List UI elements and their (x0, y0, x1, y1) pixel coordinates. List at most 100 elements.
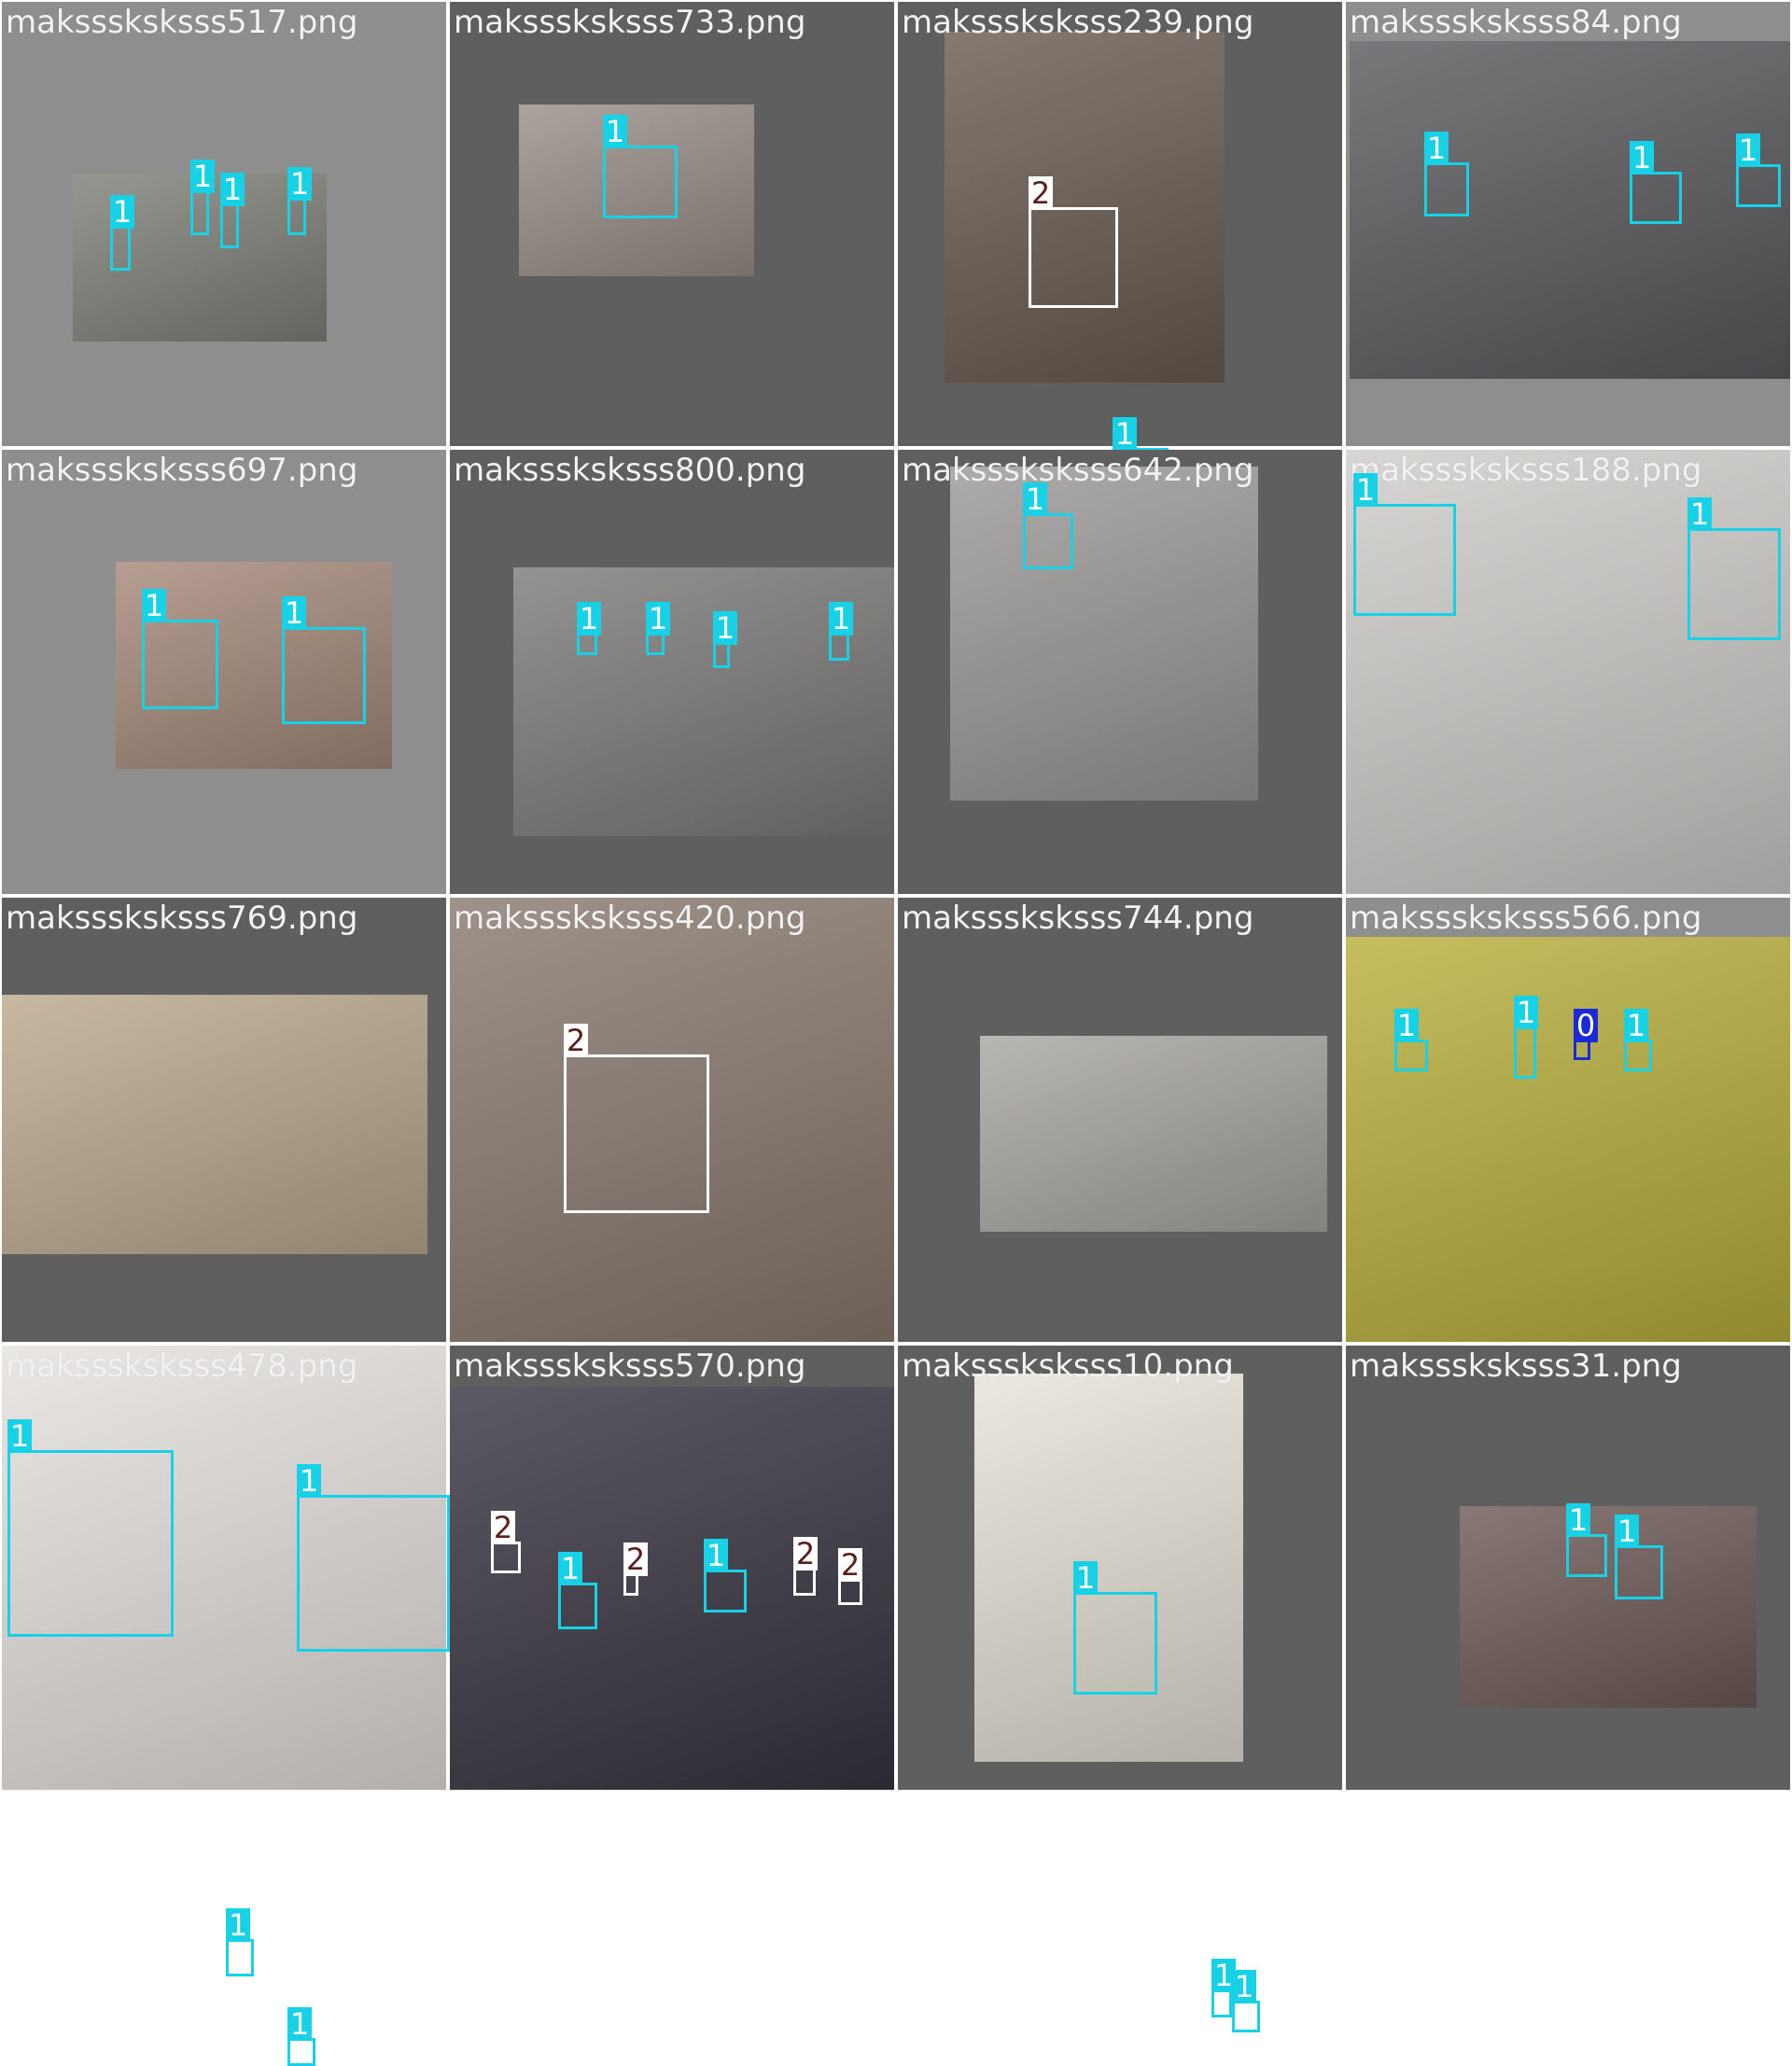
bounding-box[interactable]: 1 (829, 602, 853, 661)
image-tile[interactable]: maksssksksss566.png 1 1 0 1 (1346, 898, 1790, 1342)
bounding-box[interactable]: 1 (1630, 141, 1682, 224)
image-tile[interactable]: maksssksksss744.png 1 1 (898, 898, 1342, 2032)
bounding-box[interactable]: 1 (603, 115, 678, 218)
bounding-box[interactable]: 1 (287, 167, 312, 235)
image-tile[interactable]: maksssksksss478.png 1 1 (2, 1346, 450, 1790)
tile-background (898, 898, 1342, 1342)
class-label: 1 (577, 602, 601, 635)
tile-filename: maksssksksss31.png (1350, 1347, 1682, 1385)
tile-filename: maksssksksss517.png (6, 4, 358, 41)
bounding-box[interactable]: 1 (1624, 1009, 1652, 1071)
tile-filename: maksssksksss570.png (454, 1347, 806, 1385)
image-tile[interactable]: maksssksksss10.png 1 (898, 1346, 1342, 1790)
bounding-box[interactable]: 2 (564, 1024, 709, 1213)
bounding-box[interactable]: 2 (491, 1511, 521, 1573)
bounding-box[interactable]: 1 (1566, 1503, 1607, 1577)
bounding-box[interactable]: 1 (297, 1464, 450, 1652)
bounding-box[interactable]: 2 (1029, 176, 1118, 308)
class-label: 1 (558, 1552, 582, 1585)
class-label: 1 (1736, 133, 1760, 167)
tile-background (1346, 2, 1790, 446)
class-label: 1 (110, 195, 134, 229)
class-label: 1 (646, 602, 670, 635)
class-label: 1 (220, 173, 245, 206)
bounding-box[interactable]: 1 (1736, 133, 1781, 207)
image-tile[interactable]: maksssksksss188.png 1 1 (1346, 450, 1790, 894)
photo (2, 1346, 446, 1790)
tile-background (898, 1346, 1342, 1790)
bounding-box[interactable]: 1 (1615, 1515, 1663, 1599)
photo (1346, 450, 1790, 894)
bounding-box[interactable]: 1 (1353, 473, 1456, 616)
bounding-box[interactable]: 1 (7, 1419, 174, 1637)
bounding-box[interactable]: 1 (704, 1539, 747, 1612)
class-label: 1 (142, 589, 166, 622)
photo (974, 1374, 1243, 1762)
class-label: 1 (1624, 1009, 1648, 1042)
bounding-box[interactable]: 1 (1211, 1959, 1236, 2017)
image-tile[interactable]: maksssksksss697.png 1 1 (2, 450, 446, 894)
bounding-box[interactable]: 2 (793, 1537, 818, 1596)
bounding-box[interactable]: 1 (226, 1908, 254, 1976)
image-tile[interactable]: maksssksksss517.png 1 1 1 1 (2, 2, 446, 446)
tile-filename: maksssksksss642.png (902, 452, 1254, 489)
photo (950, 467, 1258, 801)
bounding-box[interactable]: 1 (713, 611, 737, 668)
tile-background (1346, 898, 1790, 1342)
class-label: 1 (1113, 417, 1137, 451)
class-label: 1 (287, 167, 312, 201)
bounding-box[interactable]: 1 (1023, 482, 1073, 569)
class-label: 2 (838, 1548, 862, 1582)
image-tile[interactable]: maksssksksss84.png 1 1 1 (1346, 2, 1790, 446)
tile-background (2, 450, 446, 894)
bounding-box[interactable]: 2 (623, 1543, 648, 1596)
class-label: 2 (623, 1543, 648, 1576)
bounding-box[interactable]: 1 (282, 596, 366, 724)
image-tile[interactable]: maksssksksss642.png 1 (898, 450, 1342, 894)
photo (450, 898, 894, 1342)
tile-filename: maksssksksss10.png (902, 1347, 1234, 1385)
class-label: 1 (1232, 1970, 1256, 2003)
tile-background (450, 1346, 894, 1790)
tile-background (450, 450, 894, 894)
bounding-box[interactable]: 1 (1073, 1561, 1157, 1695)
bounding-box[interactable]: 0 (1574, 1009, 1598, 1060)
bounding-box[interactable]: 1 (110, 195, 134, 271)
class-label: 2 (491, 1511, 515, 1544)
class-label: 1 (1353, 473, 1378, 507)
bounding-box[interactable]: 1 (142, 589, 218, 709)
tile-background (898, 450, 1342, 894)
bounding-box[interactable]: 1 (1687, 497, 1781, 640)
tile-background (1346, 450, 1790, 894)
bounding-box[interactable]: 2 (838, 1548, 862, 1605)
class-label: 1 (704, 1539, 728, 1572)
bounding-box[interactable]: 1 (287, 2007, 315, 2066)
image-tile[interactable]: maksssksksss733.png 1 (450, 2, 894, 446)
photo (980, 1036, 1327, 1232)
bounding-box[interactable]: 1 (646, 602, 670, 655)
class-label: 2 (564, 1024, 588, 1057)
image-tile[interactable]: maksssksksss31.png 1 1 (1346, 1346, 1790, 1790)
tile-filename: maksssksksss420.png (454, 900, 806, 937)
tile-background (898, 2, 1342, 446)
image-tile[interactable]: maksssksksss420.png 2 (450, 898, 894, 1342)
image-tile[interactable]: maksssksksss239.png 2 1 (898, 2, 1342, 485)
tile-filename: maksssksksss733.png (454, 4, 806, 41)
class-label: 1 (1424, 132, 1449, 165)
class-label: 1 (1615, 1515, 1639, 1548)
image-tile[interactable]: maksssksksss800.png 1 1 1 1 (450, 450, 894, 894)
class-label: 1 (190, 160, 215, 193)
class-label: 1 (7, 1419, 32, 1453)
bounding-box[interactable]: 1 (1514, 996, 1538, 1079)
image-tile[interactable]: maksssksksss570.png 2 1 2 1 2 2 (450, 1346, 894, 1790)
bounding-box[interactable]: 1 (1394, 1009, 1428, 1071)
bounding-box[interactable]: 1 (558, 1552, 597, 1629)
tile-background (2, 898, 446, 1342)
bounding-box[interactable]: 1 (1232, 1970, 1260, 2032)
bounding-box[interactable]: 1 (220, 173, 245, 248)
bounding-box[interactable]: 1 (190, 160, 215, 235)
image-tile[interactable]: maksssksksss769.png 1 1 (2, 898, 446, 2066)
bounding-box[interactable]: 1 (1424, 132, 1469, 216)
bounding-box[interactable]: 1 (577, 602, 601, 655)
